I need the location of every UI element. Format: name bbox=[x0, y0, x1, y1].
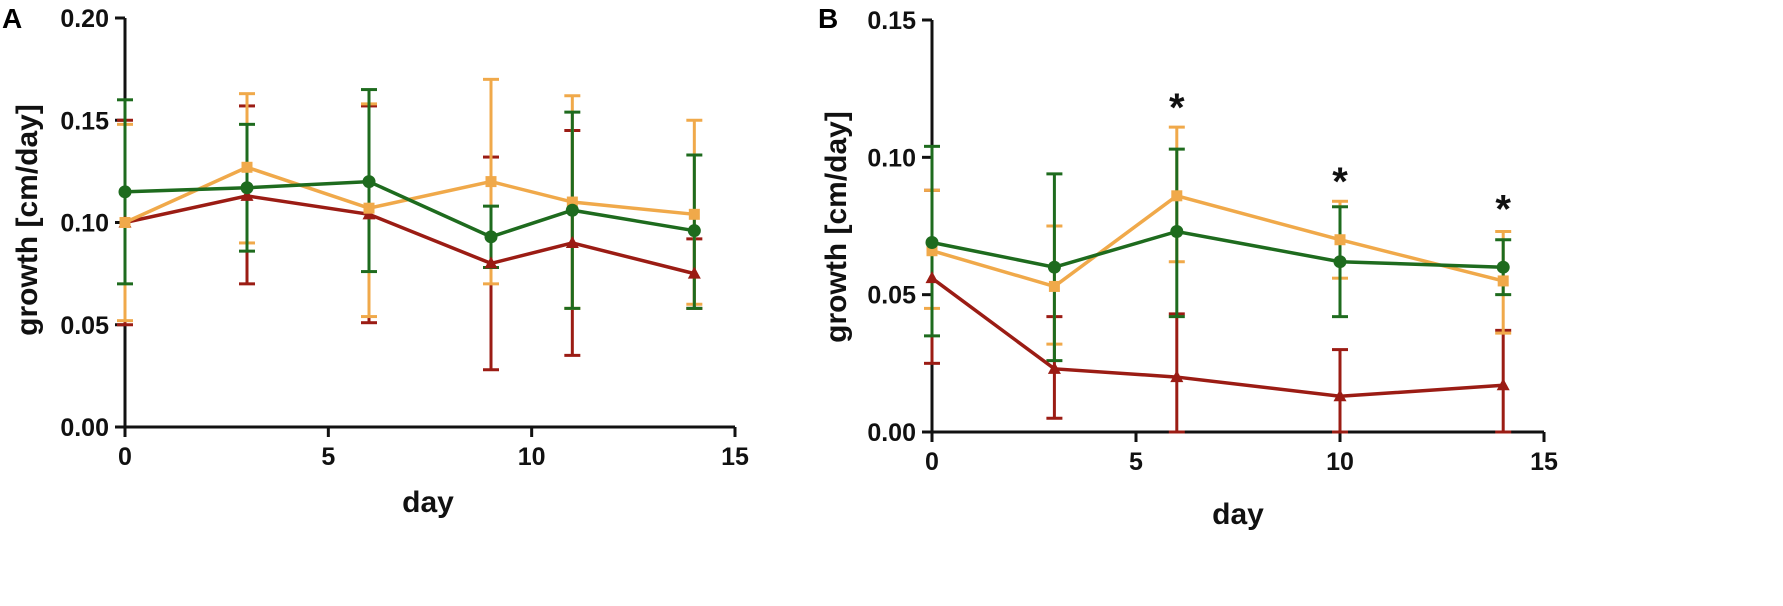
data-point-orange bbox=[688, 208, 700, 220]
y-tick-label-b: 0.05 bbox=[867, 282, 916, 310]
data-point-green bbox=[118, 185, 132, 199]
y-tick-label-a: 0.15 bbox=[60, 107, 109, 135]
data-point-orange bbox=[119, 217, 131, 228]
data-point-green bbox=[925, 235, 939, 249]
x-tick-label-a: 5 bbox=[321, 443, 335, 471]
y-axis-title-b: growth [cm/day] bbox=[820, 111, 853, 343]
data-point-orange bbox=[1497, 275, 1509, 287]
axes-a: 0.00 0.05 0.10 0.15 0.20 0 5 10 15 bbox=[60, 5, 749, 471]
series-line-red bbox=[930, 276, 1504, 399]
x-tick-label-b: 0 bbox=[925, 448, 939, 476]
series-line-orange bbox=[931, 193, 1504, 289]
series-line-green bbox=[124, 179, 695, 239]
y-axis-title-a: growth [cm/day] bbox=[11, 104, 44, 336]
panel-a: A growth [cm/day] day 0.000.050.100.150.… bbox=[2, 3, 749, 519]
y-tick-label-a: 0.20 bbox=[60, 5, 109, 33]
y-tick-label-a: 0.05 bbox=[60, 312, 109, 340]
x-tick-label-a: 10 bbox=[518, 443, 546, 471]
plot-area-a bbox=[117, 77, 703, 372]
data-point-red bbox=[687, 266, 701, 279]
x-tick-label-a: 15 bbox=[721, 443, 749, 471]
data-point-green bbox=[484, 230, 498, 244]
significance-star: * bbox=[1169, 86, 1185, 130]
data-point-orange bbox=[566, 196, 578, 208]
data-point-green bbox=[240, 181, 254, 195]
x-tick-label-b: 15 bbox=[1530, 448, 1558, 476]
series-line-orange bbox=[124, 165, 695, 225]
significance-star: * bbox=[1332, 160, 1348, 204]
series-line-red bbox=[124, 194, 695, 276]
data-point-red bbox=[565, 235, 579, 248]
data-point-orange bbox=[241, 161, 253, 173]
data-point-red bbox=[925, 271, 939, 284]
panel-label-a: A bbox=[2, 3, 22, 34]
data-point-green bbox=[1170, 224, 1184, 238]
data-point-green bbox=[565, 203, 579, 217]
x-tick-label-b: 10 bbox=[1326, 448, 1354, 476]
data-point-red bbox=[1333, 389, 1347, 402]
y-tick-label-b: 0.10 bbox=[867, 144, 916, 172]
series-line-green bbox=[931, 229, 1504, 270]
x-tick-label-a: 0 bbox=[118, 443, 132, 471]
y-tick-label-b: 0.00 bbox=[867, 419, 916, 447]
x-axis-title-a: day bbox=[402, 486, 454, 519]
data-point-orange bbox=[485, 176, 497, 188]
panel-label-b: B bbox=[818, 3, 838, 34]
data-point-orange bbox=[926, 245, 938, 257]
data-point-orange bbox=[1334, 234, 1346, 246]
data-point-red bbox=[484, 256, 498, 269]
data-point-green bbox=[1333, 255, 1347, 269]
x-tick-label-b: 5 bbox=[1129, 448, 1143, 476]
data-point-red bbox=[1170, 370, 1184, 383]
panel-b: B growth [cm/day] day 0.00 0.05 0.10 0.15 0 5… bbox=[818, 3, 1558, 531]
data-point-red bbox=[240, 188, 254, 201]
y-tick-label-b: 0.15 bbox=[867, 7, 916, 35]
significance-star: * bbox=[1495, 188, 1511, 232]
y-tick-label-a: 0.10 bbox=[60, 210, 109, 238]
y-tick-label-a: 0.00 bbox=[60, 414, 109, 442]
data-point-green bbox=[687, 224, 701, 238]
data-point-green bbox=[362, 175, 376, 189]
data-point-red bbox=[1496, 378, 1510, 391]
data-point-orange bbox=[1048, 280, 1060, 292]
data-point-green bbox=[1047, 260, 1061, 274]
x-axis-title-b: day bbox=[1212, 498, 1264, 531]
axes-b: 0.00 0.05 0.10 0.15 0 5 10 15 bbox=[867, 7, 1558, 476]
data-point-orange bbox=[1171, 190, 1183, 202]
data-point-orange bbox=[363, 202, 375, 214]
data-point-green bbox=[1496, 260, 1510, 274]
plot-area-b: * * * bbox=[924, 86, 1511, 434]
data-point-red bbox=[1047, 361, 1061, 374]
